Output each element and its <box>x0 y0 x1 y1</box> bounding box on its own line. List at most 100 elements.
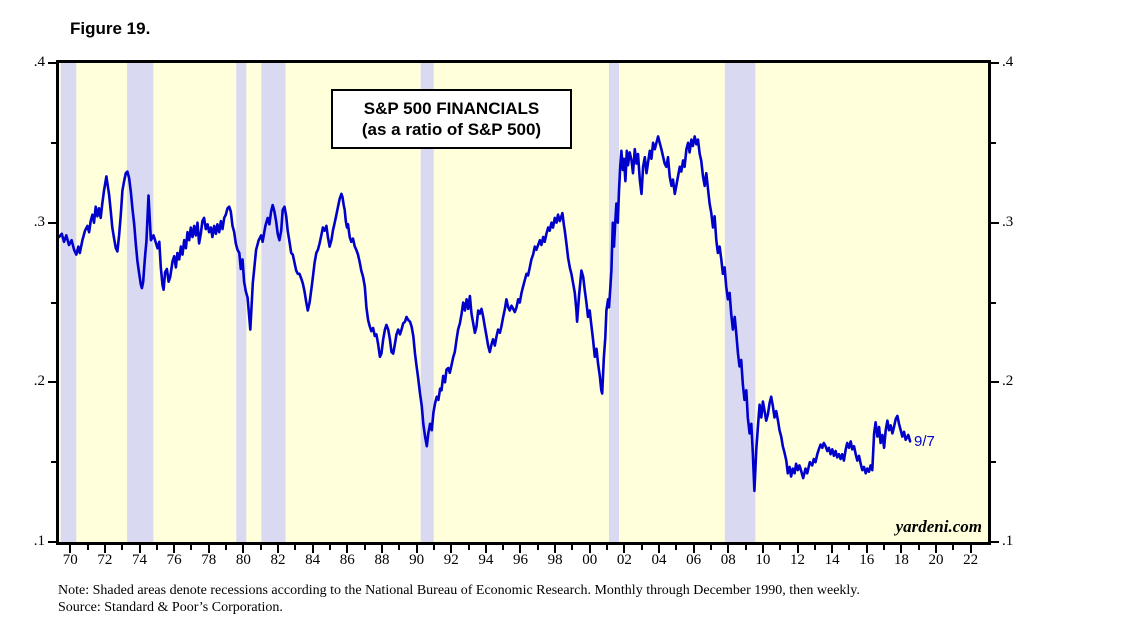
x-tick-label: 90 <box>409 552 425 568</box>
y-tick-left <box>48 62 56 64</box>
y-tick-left <box>48 381 56 384</box>
x-tick-label: 98 <box>547 552 563 568</box>
x-tick <box>415 545 418 553</box>
y-tick-right <box>991 62 999 64</box>
x-tick-label: 06 <box>686 552 702 568</box>
y-tick-right <box>991 541 999 543</box>
x-tick-label: 02 <box>616 552 632 568</box>
x-tick-label: 80 <box>235 552 251 568</box>
x-tick-label: 00 <box>582 552 598 568</box>
x-minor-tick <box>190 545 193 550</box>
y-tick-label-left: .4 <box>33 54 45 70</box>
x-minor-tick <box>883 545 886 550</box>
x-tick-label: 70 <box>62 552 78 568</box>
x-tick <box>900 545 903 553</box>
x-minor-tick <box>121 545 124 550</box>
watermark-yardeni: yardeni.com <box>895 517 982 536</box>
x-tick-label: 84 <box>305 552 321 568</box>
x-tick <box>380 545 383 553</box>
y-minor-tick-right <box>991 301 996 304</box>
x-minor-tick <box>432 545 435 550</box>
x-tick-label: 94 <box>478 552 494 568</box>
x-tick-label: 14 <box>824 552 840 568</box>
x-minor-tick <box>813 545 816 550</box>
x-tick <box>242 545 245 553</box>
x-minor-tick <box>155 545 158 550</box>
recession-band <box>609 63 619 542</box>
x-minor-tick <box>294 545 297 550</box>
x-tick-label: 04 <box>651 552 667 568</box>
y-minor-tick-left <box>51 301 56 304</box>
recession-band <box>236 63 247 542</box>
x-tick-label: 82 <box>270 552 286 568</box>
x-tick-label: 22 <box>963 552 979 568</box>
x-tick <box>831 545 834 553</box>
x-tick <box>588 545 591 553</box>
y-tick-right <box>991 221 999 224</box>
y-minor-tick-right <box>991 141 996 144</box>
x-tick <box>935 545 938 553</box>
chart-title-line2: (as a ratio of S&P 500) <box>361 120 542 139</box>
chart-title-line1: S&P 500 FINANCIALS <box>363 99 540 118</box>
x-tick <box>484 545 487 553</box>
x-tick-label: 88 <box>374 552 390 568</box>
x-tick <box>450 545 453 553</box>
x-tick-label: 86 <box>339 552 355 568</box>
x-tick <box>69 545 72 553</box>
x-minor-tick <box>398 545 401 550</box>
y-tick-left <box>48 541 56 543</box>
x-tick <box>969 545 972 553</box>
y-tick-label-left: .2 <box>33 373 45 390</box>
series-line <box>59 135 912 493</box>
x-tick-label: 72 <box>97 552 113 568</box>
recession-band <box>127 63 154 542</box>
x-minor-tick <box>952 545 955 550</box>
footnote-source-line: Source: Standard & Poor’s Corporation. <box>58 600 283 615</box>
x-minor-tick <box>779 545 782 550</box>
x-tick-label: 76 <box>166 552 182 568</box>
x-minor-tick <box>502 545 505 550</box>
x-minor-tick <box>709 545 712 550</box>
y-tick-label-right: .4 <box>1002 54 1014 70</box>
x-tick <box>727 545 730 553</box>
x-tick-label: 18 <box>893 552 909 568</box>
y-tick-label-left: .3 <box>33 213 45 230</box>
x-tick-label: 20 <box>928 552 944 568</box>
x-tick <box>103 545 106 553</box>
x-tick-label: 74 <box>132 552 148 568</box>
x-minor-tick <box>328 545 331 550</box>
x-tick-label: 78 <box>201 552 217 568</box>
x-minor-tick <box>86 545 89 550</box>
x-minor-tick <box>225 545 228 550</box>
x-minor-tick <box>467 545 470 550</box>
footnote: Note: Shaded areas denote recessions acc… <box>58 582 860 616</box>
x-tick <box>346 545 349 553</box>
x-tick-label: 16 <box>859 552 875 568</box>
x-tick <box>657 545 660 553</box>
x-tick-label: 10 <box>755 552 771 568</box>
chart-title-box: S&P 500 FINANCIALS (as a ratio of S&P 50… <box>331 89 572 149</box>
last-value-date-annotation: 9/7 <box>914 433 935 450</box>
x-tick <box>796 545 799 553</box>
x-minor-tick <box>259 545 262 550</box>
x-tick <box>138 545 141 553</box>
x-tick <box>519 545 522 553</box>
x-minor-tick <box>536 545 539 550</box>
y-minor-tick-left <box>51 141 56 144</box>
x-minor-tick <box>606 545 609 550</box>
footnote-note-line: Note: Shaded areas denote recessions acc… <box>58 583 860 598</box>
x-minor-tick <box>363 545 366 550</box>
y-tick-right <box>991 381 999 384</box>
y-tick-left <box>48 221 56 224</box>
y-tick-label-right: .3 <box>1002 213 1014 230</box>
x-minor-tick <box>640 545 643 550</box>
y-minor-tick-left <box>51 461 56 464</box>
x-tick <box>761 545 764 553</box>
x-minor-tick <box>848 545 851 550</box>
y-tick-label-left: .1 <box>33 533 45 549</box>
x-tick <box>623 545 626 553</box>
y-tick-label-right: .1 <box>1002 533 1014 549</box>
x-minor-tick <box>744 545 747 550</box>
x-tick-label: 08 <box>720 552 736 568</box>
